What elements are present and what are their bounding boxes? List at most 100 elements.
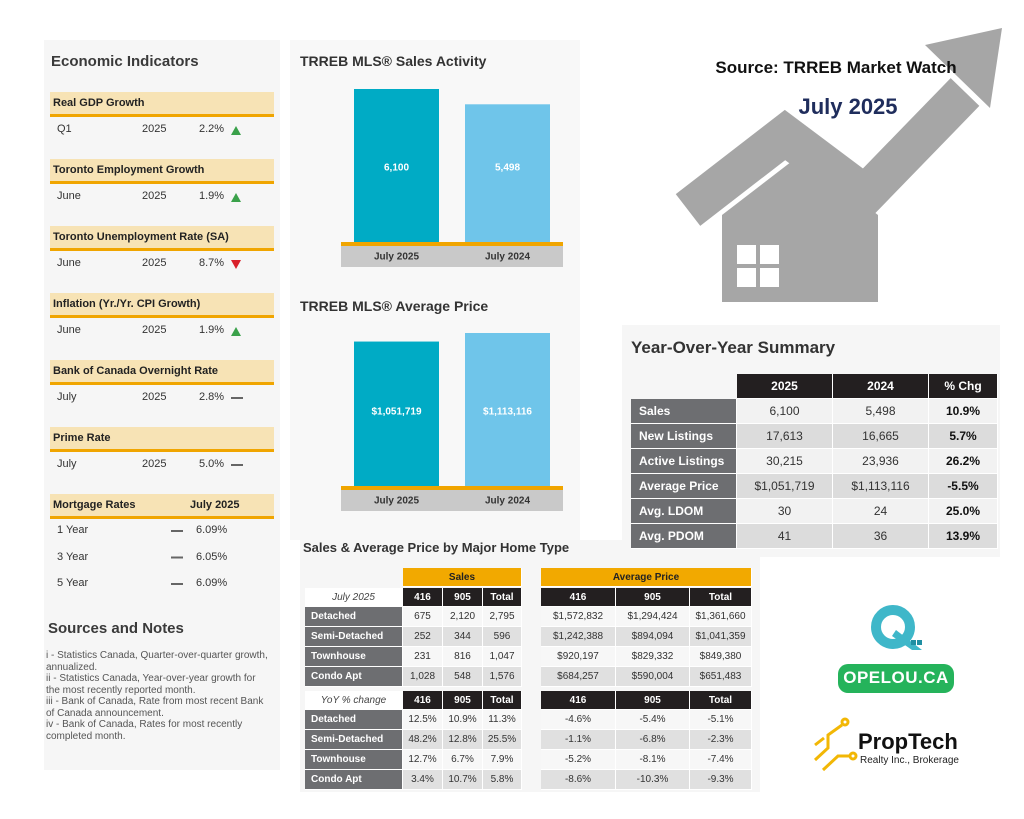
term: 3 Year	[57, 550, 89, 563]
year: 2025	[142, 257, 167, 269]
baseline	[341, 486, 563, 490]
year: 2025	[142, 391, 167, 403]
data-cell: 548	[443, 667, 483, 687]
data-cell: 10.7%	[443, 770, 483, 790]
section-title: Sales & Average Price by Major Home Type	[303, 540, 570, 555]
data-cell: -8.6%	[541, 770, 616, 790]
data-cell: 36	[833, 524, 929, 549]
group-header: Real GDP Growth	[50, 92, 274, 117]
data-cell: -9.3%	[690, 770, 752, 790]
column-header: 2025	[737, 374, 833, 399]
data-cell: 816	[443, 647, 483, 667]
data-cell: 10.9%	[929, 399, 998, 424]
year: 2025	[142, 324, 167, 336]
data-cell: 2,795	[483, 607, 522, 627]
data-cell: 48.2%	[403, 730, 443, 750]
column-header: 416	[541, 588, 616, 607]
data-cell: 596	[483, 627, 522, 647]
group-header: Bank of Canada Overnight Rate	[50, 360, 274, 385]
value-label: 6,100	[384, 163, 409, 174]
column-header: 2024	[833, 374, 929, 399]
data-cell: $1,242,388	[541, 627, 616, 647]
group-header: Inflation (Yr./Yr. CPI Growth)	[50, 293, 274, 318]
data-cell: 1,576	[483, 667, 522, 687]
period: July	[57, 458, 77, 470]
note: iii - Bank of Canada, Rate from most rec…	[46, 696, 264, 719]
data-cell: $849,380	[690, 647, 752, 667]
group-header: Average Price	[541, 568, 752, 587]
group-title: Toronto Unemployment Rate (SA)	[53, 231, 229, 243]
trend-up	[231, 126, 241, 135]
data-cell: 11.3%	[483, 710, 522, 730]
category-label: July 2024	[485, 496, 530, 507]
column-header: Total	[690, 691, 752, 710]
logo-text: OPELOU.CA	[843, 668, 949, 687]
data-cell: 12.7%	[403, 750, 443, 770]
value: 8.7%	[199, 257, 225, 269]
term: 1 Year	[57, 524, 89, 536]
row-label: Detached	[305, 607, 403, 627]
data-cell: -5.5%	[929, 474, 998, 499]
column-header: 905	[616, 588, 690, 607]
group-title: Inflation (Yr./Yr. CPI Growth)	[53, 298, 201, 310]
section-title: Economic Indicators	[51, 53, 199, 70]
bar	[354, 89, 439, 244]
data-cell: $1,361,660	[690, 607, 752, 627]
bar	[465, 333, 550, 488]
data-cell: 344	[443, 627, 483, 647]
row-label: Condo Apt	[305, 770, 403, 790]
group-date: July 2025	[190, 499, 240, 511]
group-title: Real GDP Growth	[53, 97, 145, 109]
row-label: Average Price	[631, 474, 737, 499]
column-header: 905	[443, 588, 483, 607]
row-label: Avg. PDOM	[631, 524, 737, 549]
data-cell: 23,936	[833, 449, 929, 474]
data-cell: 2,120	[443, 607, 483, 627]
note: iv - Bank of Canada, Rates for most rece…	[46, 719, 243, 742]
row-label: Avg. LDOM	[631, 499, 737, 524]
section-title: Sources and Notes	[48, 620, 184, 637]
opelou-icon	[871, 605, 922, 650]
category-label: July 2025	[374, 496, 419, 507]
group-title: Mortgage Rates	[53, 499, 136, 511]
value-label: $1,113,116	[483, 407, 532, 418]
period: June	[57, 190, 81, 202]
data-cell: 24	[833, 499, 929, 524]
column-header: 905	[616, 691, 690, 710]
data-cell: -6.8%	[616, 730, 690, 750]
data-cell: 5,498	[833, 399, 929, 424]
value: 6.09%	[196, 577, 228, 589]
value: 6.09%	[196, 524, 228, 536]
category-band	[341, 490, 563, 511]
column-header: 416	[541, 691, 616, 710]
group-header: Sales	[403, 568, 522, 587]
data-cell: 6.7%	[443, 750, 483, 770]
row-label: Townhouse	[305, 750, 403, 770]
data-cell: $684,257	[541, 667, 616, 687]
group-title: Toronto Employment Growth	[53, 164, 205, 176]
data-cell: 13.9%	[929, 524, 998, 549]
data-cell: $1,041,359	[690, 627, 752, 647]
data-cell: 12.5%	[403, 710, 443, 730]
logo-text: PropTech	[858, 729, 958, 754]
group-header: Mortgage Rates July 2025	[50, 494, 274, 519]
data-cell: -4.6%	[541, 710, 616, 730]
value: 2.2%	[199, 123, 225, 135]
value: 1.9%	[199, 190, 225, 202]
data-cell: $829,332	[616, 647, 690, 667]
row-label: Semi-Detached	[305, 627, 403, 647]
value-label: 5,498	[495, 163, 520, 174]
group-title: Prime Rate	[53, 432, 111, 444]
data-cell: 25.5%	[483, 730, 522, 750]
group-header: Toronto Unemployment Rate (SA)	[50, 226, 274, 251]
data-cell: 5.7%	[929, 424, 998, 449]
data-cell: 26.2%	[929, 449, 998, 474]
data-cell: $651,483	[690, 667, 752, 687]
date-title: July 2025	[798, 94, 898, 119]
column-header: 416	[403, 691, 443, 710]
trend-flat	[171, 530, 183, 532]
data-cell: 675	[403, 607, 443, 627]
group-header: Prime Rate	[50, 427, 274, 452]
row-label: Sales	[631, 399, 737, 424]
